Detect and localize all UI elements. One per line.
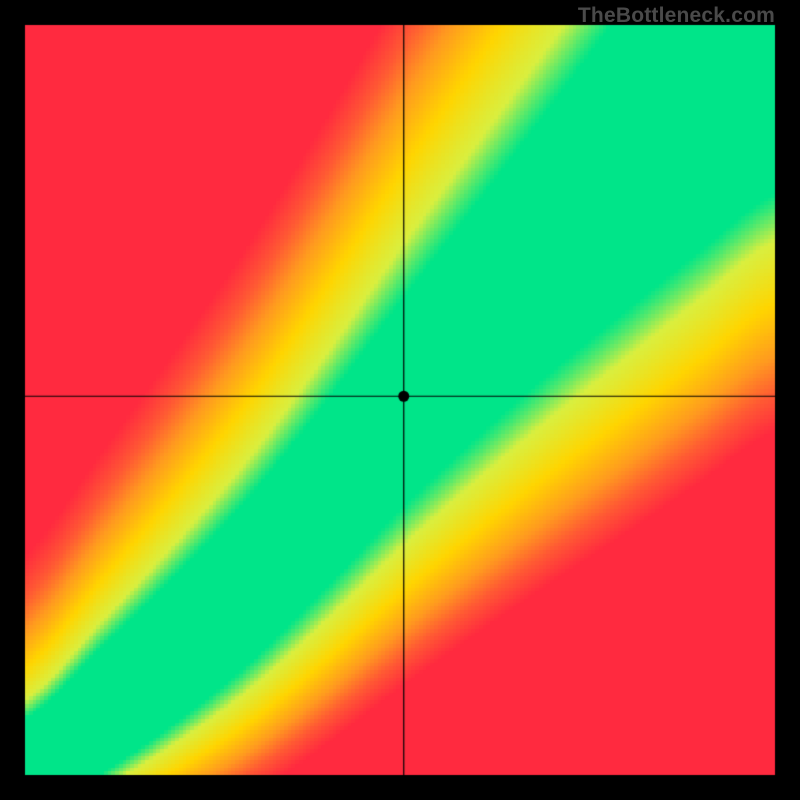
heatmap-canvas — [0, 0, 800, 800]
watermark-text: TheBottleneck.com — [578, 4, 775, 28]
chart-container: TheBottleneck.com — [0, 0, 800, 800]
